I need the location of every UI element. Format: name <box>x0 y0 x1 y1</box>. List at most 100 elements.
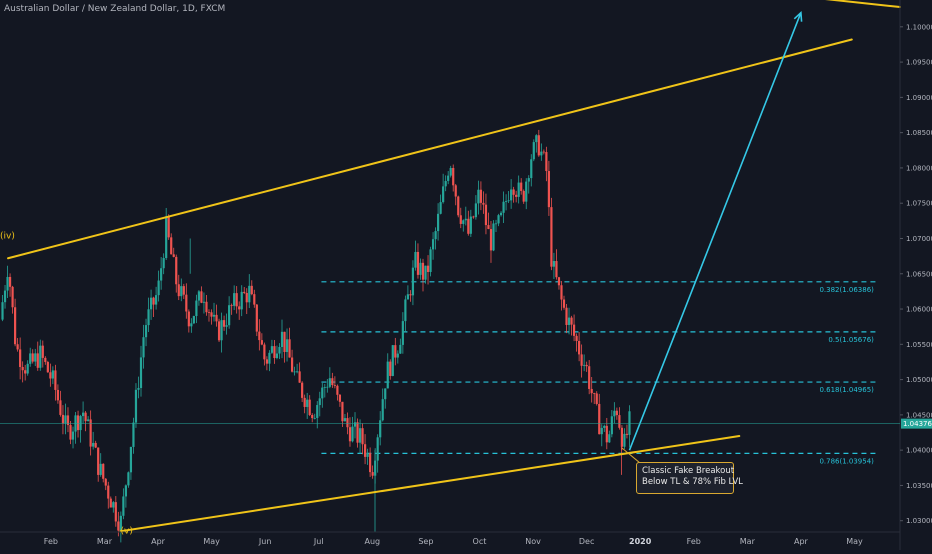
candle-body-7 <box>16 344 19 350</box>
candle-body-181 <box>454 185 457 197</box>
candle-body-51 <box>127 472 130 486</box>
candle-body-212 <box>532 142 535 160</box>
candle-body-240 <box>603 425 606 428</box>
price-tick-label-14: 1.10000 <box>906 23 932 31</box>
candle-body-58 <box>144 325 148 338</box>
candle-body-116 <box>290 357 294 372</box>
candle-body-177 <box>444 180 447 187</box>
candle-body-40 <box>99 463 102 475</box>
fib-label-2: 0.618(1.04965) <box>819 386 874 394</box>
candle-body-61 <box>152 297 155 305</box>
candle-body-28 <box>69 425 72 440</box>
candle-body-45 <box>112 502 115 508</box>
candle-body-39 <box>97 447 100 475</box>
candle-body-216 <box>542 151 545 153</box>
fib-label-1: 0.5(1.05676) <box>828 336 874 344</box>
candle-body-134 <box>336 385 339 395</box>
candle-body-172 <box>431 239 435 250</box>
candle-body-163 <box>409 294 412 296</box>
price-tick-label-3: 1.04500 <box>906 411 932 419</box>
trendlines <box>7 0 901 533</box>
candle-body-230 <box>578 340 581 355</box>
candle-body-74 <box>185 294 188 312</box>
candle-body-233 <box>585 364 588 367</box>
wave-label-1: (v) <box>121 526 133 536</box>
candle-body-67 <box>167 216 170 238</box>
candle-body-49 <box>122 496 125 516</box>
candle-body-220 <box>552 261 556 267</box>
time-tick-label-12: Feb <box>687 537 701 546</box>
candle-body-115 <box>288 339 291 358</box>
candle-body-214 <box>537 135 540 156</box>
candle-body-250 <box>628 411 631 435</box>
candle-body-89 <box>222 320 226 327</box>
candle-body-171 <box>429 249 432 272</box>
candle-body-97 <box>243 291 246 293</box>
candle-body-223 <box>560 285 563 300</box>
candle-body-203 <box>510 189 513 201</box>
candle-body-154 <box>386 361 389 389</box>
candle-body-104 <box>260 340 263 345</box>
candle-body-201 <box>504 201 508 202</box>
candle-body-231 <box>580 354 583 366</box>
price-tick-label-5: 1.05500 <box>906 341 932 349</box>
price-tick-label-2: 1.04000 <box>906 447 932 455</box>
candle-body-109 <box>273 346 276 359</box>
candle-body-139 <box>348 427 352 442</box>
candle-body-63 <box>157 280 160 296</box>
candle-body-59 <box>147 309 150 326</box>
candle-body-114 <box>285 339 289 352</box>
candle-body-169 <box>424 265 427 280</box>
candle-body-210 <box>527 178 530 182</box>
candle-body-166 <box>416 251 420 275</box>
candle-body-236 <box>593 393 596 395</box>
candle-body-238 <box>598 403 601 435</box>
candle-body-8 <box>19 349 22 368</box>
candle-body-122 <box>306 399 309 407</box>
candle-body-180 <box>452 167 455 186</box>
candle-body-90 <box>225 325 228 327</box>
candle-body-46 <box>114 502 117 522</box>
candle-body-188 <box>472 216 475 218</box>
candle-body-137 <box>343 418 347 422</box>
candle-body-147 <box>369 453 372 473</box>
candle-body-213 <box>535 135 538 143</box>
time-tick-label-1: Mar <box>97 537 113 546</box>
candle-body-211 <box>530 159 533 179</box>
candle-body-42 <box>104 478 107 486</box>
candle-body-27 <box>66 415 70 426</box>
candle-body-35 <box>87 419 90 422</box>
candle-body-53 <box>132 422 135 447</box>
candle-body-72 <box>180 286 183 297</box>
candle-body-143 <box>358 428 362 443</box>
candle-body-142 <box>356 422 359 443</box>
annotation-line-1: Classic Fake Breakout <box>642 466 735 476</box>
candle-body-17 <box>41 345 44 358</box>
candle-body-15 <box>36 353 39 368</box>
candle-body-78 <box>195 300 198 317</box>
wave-labels: (iv) (v) <box>0 231 133 536</box>
candle-body-192 <box>482 202 485 205</box>
candle-body-199 <box>499 212 503 216</box>
candle-body-235 <box>590 388 593 394</box>
candle-body-193 <box>484 204 488 226</box>
candle-body-48 <box>119 515 122 531</box>
annotation-callout[interactable]: Classic Fake Breakout Below TL & 78% Fib… <box>636 462 743 494</box>
price-tick-label-1: 1.03500 <box>906 482 932 490</box>
candle-body-22 <box>54 370 57 390</box>
candle-body-50 <box>124 485 127 497</box>
candle-body-47 <box>117 521 120 531</box>
candle-body-25 <box>61 414 65 424</box>
candle-body-160 <box>401 321 404 345</box>
candle-body-175 <box>439 202 442 214</box>
candle-body-138 <box>346 418 349 428</box>
candle-body-207 <box>520 182 523 191</box>
candle-body-117 <box>293 371 296 373</box>
candle-body-41 <box>102 463 105 479</box>
candle-body-9 <box>21 367 24 371</box>
candle-body-107 <box>268 352 271 364</box>
candle-body-174 <box>437 213 440 232</box>
candle-body-121 <box>303 397 306 407</box>
